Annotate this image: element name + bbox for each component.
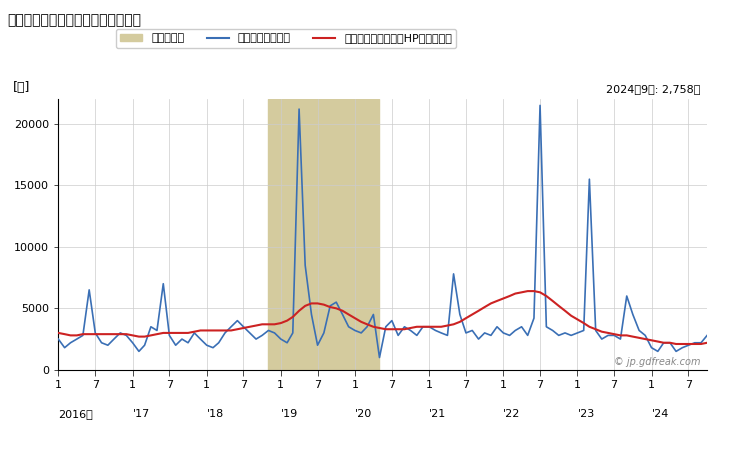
Text: '20: '20 xyxy=(355,409,373,419)
Text: 秋田県の分譲住宅の新設着工床面積: 秋田県の分譲住宅の新設着工床面積 xyxy=(7,14,141,28)
Text: '19: '19 xyxy=(281,409,298,419)
Text: [㎡]: [㎡] xyxy=(13,81,31,94)
Text: © jp.gdfreak.com: © jp.gdfreak.com xyxy=(614,357,701,367)
Bar xyxy=(268,99,380,370)
Text: '24: '24 xyxy=(652,409,669,419)
Text: '22: '22 xyxy=(503,409,521,419)
Text: '18: '18 xyxy=(207,409,224,419)
Text: 2016年: 2016年 xyxy=(58,409,93,419)
Line: 分譲住宅の床面積: 分譲住宅の床面積 xyxy=(58,106,707,358)
Legend: 景気後退期, 分譲住宅の床面積, 分譲住宅の床面積（HPフィルタ）: 景気後退期, 分譲住宅の床面積, 分譲住宅の床面積（HPフィルタ） xyxy=(116,29,456,48)
Text: '17: '17 xyxy=(133,409,150,419)
Text: '23: '23 xyxy=(577,409,595,419)
Line: 分譲住宅の床面積（HPフィルタ）: 分譲住宅の床面積（HPフィルタ） xyxy=(58,291,707,344)
Text: '21: '21 xyxy=(429,409,446,419)
Text: 2024年9月: 2,758㎡: 2024年9月: 2,758㎡ xyxy=(607,84,701,94)
